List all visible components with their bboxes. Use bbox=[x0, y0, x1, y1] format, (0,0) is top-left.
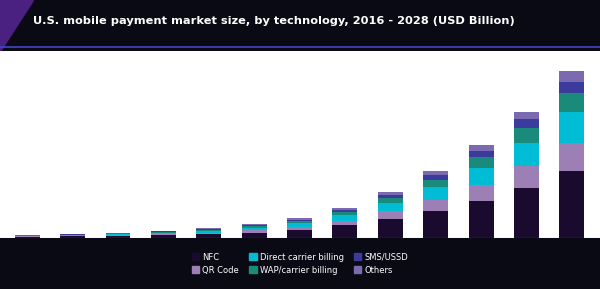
Bar bbox=[106, 234, 130, 235]
Bar bbox=[332, 208, 358, 210]
Bar bbox=[106, 233, 130, 234]
Legend: NFC, QR Code, Direct carrier billing, WAP/carrier billing, SMS/USSD, Others: NFC, QR Code, Direct carrier billing, WA… bbox=[189, 250, 411, 277]
Bar bbox=[514, 166, 539, 188]
Bar bbox=[332, 225, 358, 238]
Bar bbox=[60, 234, 85, 235]
Bar bbox=[378, 198, 403, 203]
Bar bbox=[151, 231, 176, 232]
Bar bbox=[151, 234, 176, 235]
Bar bbox=[469, 185, 494, 201]
Bar bbox=[15, 236, 40, 237]
Bar bbox=[378, 219, 403, 238]
Bar bbox=[469, 168, 494, 185]
Bar bbox=[514, 142, 539, 166]
Bar bbox=[378, 194, 403, 198]
Bar bbox=[332, 221, 358, 225]
Bar bbox=[15, 235, 40, 236]
Bar bbox=[106, 236, 130, 238]
Bar bbox=[196, 234, 221, 238]
Bar bbox=[242, 233, 266, 238]
Bar bbox=[423, 171, 448, 175]
Bar bbox=[242, 226, 266, 228]
Bar bbox=[423, 187, 448, 200]
Bar bbox=[378, 211, 403, 219]
Bar bbox=[242, 230, 266, 233]
Bar bbox=[196, 230, 221, 231]
Bar bbox=[15, 237, 40, 238]
Bar bbox=[287, 227, 312, 230]
Bar bbox=[287, 223, 312, 227]
Bar bbox=[378, 192, 403, 194]
Bar bbox=[242, 228, 266, 230]
Bar bbox=[423, 200, 448, 211]
Bar bbox=[332, 212, 358, 215]
Bar bbox=[196, 233, 221, 234]
Bar bbox=[287, 221, 312, 223]
Bar bbox=[151, 233, 176, 234]
Bar bbox=[332, 210, 358, 212]
Bar bbox=[423, 180, 448, 187]
Bar bbox=[559, 71, 584, 82]
Bar bbox=[60, 235, 85, 236]
Bar bbox=[60, 236, 85, 238]
Bar bbox=[332, 215, 358, 221]
Bar bbox=[514, 128, 539, 142]
Bar bbox=[423, 211, 448, 238]
Bar bbox=[242, 225, 266, 226]
Bar bbox=[287, 220, 312, 221]
Bar bbox=[559, 142, 584, 171]
Bar bbox=[514, 188, 539, 238]
Bar bbox=[469, 145, 494, 151]
Bar bbox=[287, 230, 312, 238]
Polygon shape bbox=[0, 0, 33, 51]
Bar bbox=[469, 201, 494, 238]
Bar bbox=[196, 231, 221, 233]
Bar bbox=[106, 235, 130, 236]
Bar bbox=[559, 171, 584, 238]
Bar bbox=[151, 235, 176, 238]
Bar bbox=[559, 93, 584, 112]
Bar bbox=[514, 119, 539, 128]
Bar bbox=[423, 175, 448, 180]
Bar bbox=[559, 82, 584, 93]
Bar bbox=[151, 232, 176, 233]
Bar bbox=[287, 218, 312, 220]
Bar bbox=[514, 112, 539, 119]
Bar bbox=[378, 203, 403, 211]
Text: U.S. mobile payment market size, by technology, 2016 - 2028 (USD Billion): U.S. mobile payment market size, by tech… bbox=[33, 16, 515, 26]
Bar bbox=[242, 224, 266, 225]
Bar bbox=[469, 151, 494, 158]
Bar bbox=[559, 112, 584, 142]
Bar bbox=[196, 228, 221, 229]
Bar bbox=[196, 229, 221, 230]
Bar bbox=[469, 158, 494, 168]
